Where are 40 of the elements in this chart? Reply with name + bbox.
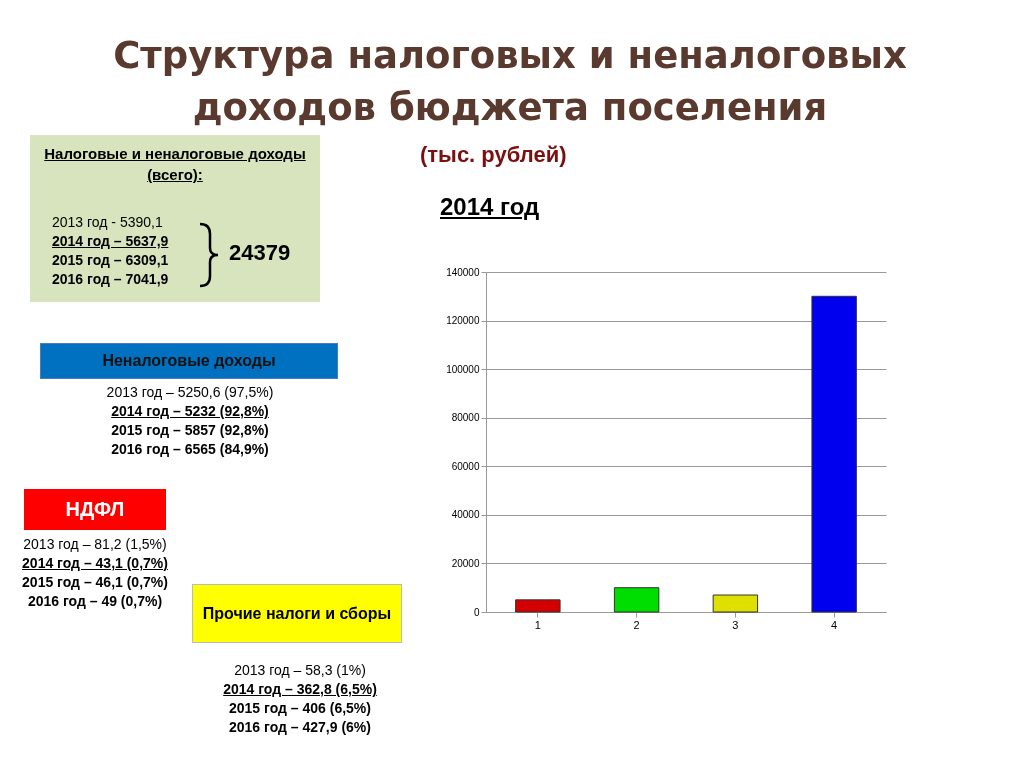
y-tick-label: 40000 bbox=[451, 509, 480, 521]
y-tick-label: 0 bbox=[473, 606, 480, 618]
y-tick-label: 80000 bbox=[451, 412, 480, 424]
text: 2015 год – 46,1 (0,7%) bbox=[21, 573, 169, 592]
x-tick-label: 4 bbox=[831, 618, 838, 631]
text: 2014 год – 5232 (92,8%) bbox=[110, 402, 270, 421]
text: 2013 год – 58,3 (1%) bbox=[233, 661, 367, 680]
text: 2014 год bbox=[440, 193, 540, 221]
y-tick-label: 60000 bbox=[451, 460, 480, 472]
bar bbox=[712, 594, 759, 613]
bar bbox=[811, 295, 857, 613]
y-tick-label: 100000 bbox=[446, 363, 480, 375]
y-tick-label: 20000 bbox=[451, 557, 480, 569]
text: Налоговые и неналоговые доходы (всего): bbox=[43, 144, 307, 185]
text: 2016 год – 7041,9 bbox=[52, 270, 169, 289]
text: 2013 год - 5390,1 bbox=[52, 213, 164, 232]
x-tick-label: 1 bbox=[534, 618, 541, 631]
bar bbox=[613, 587, 660, 613]
text: 2015 год – 6309,1 bbox=[52, 251, 169, 270]
bar bbox=[515, 599, 561, 613]
text: 2014 год – 5637,9 bbox=[52, 232, 169, 251]
text: 2014 год – 43,1 (0,7%) bbox=[21, 554, 169, 573]
chart-title: Структура налоговых и неналоговых доходов бюджета поселения bbox=[112, 33, 908, 131]
text: 2016 год – 49 (0,7%) bbox=[26, 592, 164, 611]
text: 2015 год – 406 (6,5%) bbox=[228, 699, 372, 718]
text: Неналоговые доходы bbox=[40, 343, 338, 379]
text: 2013 год – 81,2 (1,5%) bbox=[22, 535, 168, 554]
y-tick-label: 120000 bbox=[446, 315, 480, 327]
text: НДФЛ bbox=[24, 489, 166, 530]
text: 2016 год – 6565 (84,9%) bbox=[110, 440, 270, 459]
text: 24379 bbox=[229, 240, 291, 266]
y-tick-label: 140000 bbox=[446, 266, 480, 278]
text: 2013 год – 5250,6 (97,5%) bbox=[105, 383, 275, 402]
x-tick-label: 2 bbox=[633, 618, 640, 631]
text: 2014 год – 362,8 (6,5%) bbox=[222, 680, 378, 699]
text: 2015 год – 5857 (92,8%) bbox=[110, 421, 270, 440]
x-tick-label: 3 bbox=[732, 618, 739, 631]
chart-subtitle: (тыс. рублей) bbox=[420, 142, 567, 168]
text: Прочие налоги и сборы bbox=[192, 584, 402, 643]
text: 2016 год – 427,9 (6%) bbox=[228, 718, 372, 737]
